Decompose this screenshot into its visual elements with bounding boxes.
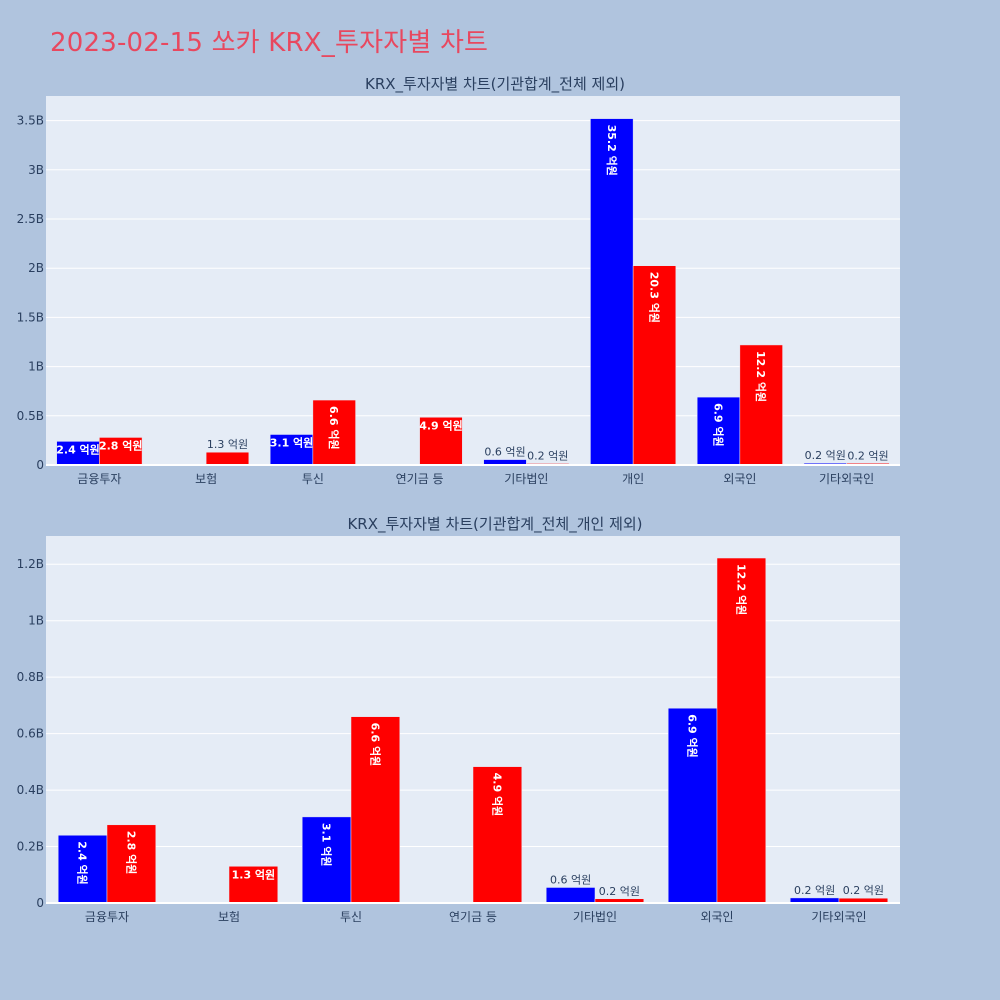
bar-data-label: 2.4 억원 (76, 841, 90, 885)
bar-data-label: 6.9 억원 (686, 714, 700, 758)
y-tick-label: 0.6B (17, 727, 44, 741)
chart-investor-excl-individual: KRX_투자자별 차트(기관합계_전체_개인 제외) 0 0.2B 0.4B 0.6B 0… (17, 515, 900, 924)
bar-data-label: 12.2 억원 (734, 564, 748, 615)
bar-data-label: 35.2 억원 (605, 125, 619, 176)
bar-data-label: 2.4 억원 (56, 442, 100, 456)
y-tick-label: 3B (28, 163, 44, 177)
y-tick-label: 1.5B (17, 310, 44, 324)
bar-data-label: 4.9 억원 (490, 773, 504, 817)
y-tick-label: 3.5B (17, 114, 44, 128)
bar-sell (545, 887, 596, 904)
x-tick-label: 연기금 등 (396, 472, 444, 486)
bar-sell (667, 707, 718, 904)
y-tick-label: 1.2B (17, 557, 44, 571)
bar-data-label: 2.8 억원 (124, 831, 138, 875)
bar-buy (205, 451, 250, 466)
x-tick-label: 기타외국인 (819, 472, 874, 486)
bar-sell (57, 834, 108, 904)
chart-title: KRX_투자자별 차트(기관합계_전체_개인 제외) (347, 515, 642, 534)
bar-data-label: 0.2 억원 (599, 885, 640, 898)
bar-sell (696, 396, 741, 466)
page-title: 2023-02-15 쏘카 KRX_투자자별 차트 (50, 28, 489, 58)
bar-data-label: 0.6 억원 (484, 446, 525, 459)
x-tick-label: 연기금 등 (449, 910, 497, 924)
bar-data-label: 1.3 억원 (232, 867, 276, 881)
y-tick-label: 0.8B (17, 670, 44, 684)
chart-title: KRX_투자자별 차트(기관합계_전체 제외) (365, 75, 625, 94)
y-tick-label: 0.5B (17, 409, 44, 423)
x-tick-label: 기타법인 (573, 910, 617, 924)
bar-data-label: 4.9 억원 (419, 418, 463, 432)
bar-buy (419, 417, 463, 466)
y-tick-label: 1B (28, 614, 44, 628)
x-tick-label: 개인 (622, 472, 644, 486)
bar-data-label: 20.3 억원 (647, 272, 661, 323)
bar-data-label: 0.2 억원 (847, 449, 888, 462)
bar-data-label: 1.3 억원 (207, 438, 248, 451)
chart-investor-incl-individual: KRX_투자자별 차트(기관합계_전체 제외) 0 0.5B 1B 1.5B 2B 2.5B… (17, 75, 900, 486)
bar-sell (301, 816, 352, 904)
y-tick-label: 0.2B (17, 840, 44, 854)
bar-data-label: 0.2 억원 (843, 884, 884, 897)
bar-sell (269, 434, 314, 466)
x-tick-label: 금융투자 (85, 910, 129, 924)
bar-buy (739, 344, 783, 466)
y-tick-label: 1B (28, 360, 44, 374)
y-tick-label: 0 (36, 458, 44, 472)
y-tick-label: 2B (28, 261, 44, 275)
x-tick-label: 기타외국인 (811, 910, 866, 924)
bar-data-label: 2.8 억원 (99, 438, 143, 452)
x-tick-label: 투신 (302, 472, 324, 486)
bar-sell (590, 118, 634, 466)
x-tick-label: 외국인 (700, 910, 733, 924)
bar-data-label: 6.6 억원 (327, 406, 341, 450)
bar-buy (106, 824, 157, 904)
bar-data-label: 3.1 억원 (270, 435, 314, 449)
bar-data-label: 0.2 억원 (527, 450, 568, 463)
bar-buy (632, 265, 677, 466)
x-tick-label: 금융투자 (77, 472, 121, 486)
x-tick-label: 기타법인 (504, 472, 548, 486)
y-tick-label: 2.5B (17, 212, 44, 226)
x-tick-label: 보험 (195, 472, 217, 486)
x-tick-label: 투신 (340, 910, 362, 924)
y-tick-label: 0 (36, 896, 44, 910)
x-tick-label: 외국인 (723, 472, 756, 486)
y-tick-label: 0.4B (17, 783, 44, 797)
bar-buy (350, 716, 401, 904)
bar-data-label: 6.9 억원 (712, 403, 726, 447)
bar-data-label: 6.6 억원 (368, 723, 382, 767)
bar-data-label: 0.2 억원 (794, 884, 835, 897)
x-tick-label: 보험 (218, 910, 240, 924)
bar-data-label: 3.1 억원 (320, 823, 334, 867)
bar-buy (716, 557, 767, 904)
bar-buy (472, 766, 523, 904)
bar-data-label: 0.2 억원 (805, 449, 846, 462)
bar-data-label: 12.2 억원 (754, 351, 768, 402)
bar-data-label: 0.6 억원 (550, 873, 591, 886)
